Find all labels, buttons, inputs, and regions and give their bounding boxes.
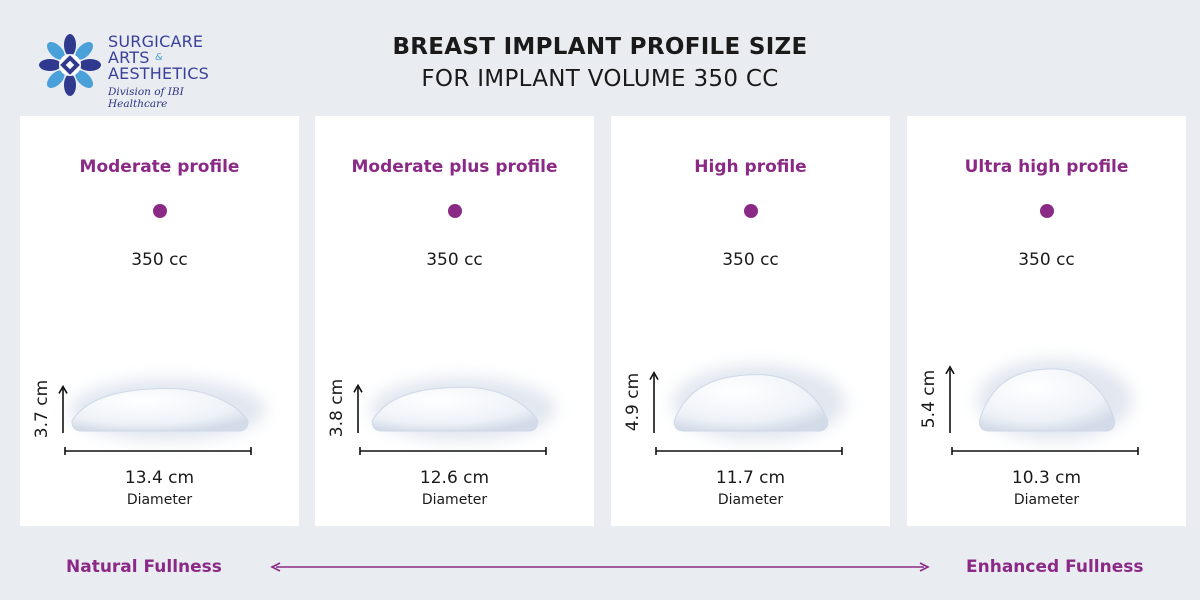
implant-shape	[371, 386, 539, 432]
diameter-value: 11.7 cm	[715, 468, 786, 488]
brand-line-3: AESTHETICS	[108, 64, 209, 83]
bullet-dot-icon	[744, 204, 758, 218]
height-value: 5.4 cm	[919, 369, 939, 429]
profile-name: Ultra high profile	[964, 157, 1129, 177]
implant-diagram	[945, 358, 1139, 455]
fullness-scale-arrow	[270, 562, 930, 572]
diameter-label: Diameter	[717, 492, 784, 508]
diameter-value: 10.3 cm	[1011, 468, 1082, 488]
brand-ampersand: &	[154, 52, 163, 63]
title-line-2: FOR IMPLANT VOLUME 350 CC	[421, 66, 779, 92]
page-title: BREAST IMPLANT PROFILE SIZE FOR IMPLANT …	[300, 32, 900, 96]
implant-diagram	[353, 377, 556, 455]
implant-volume: 350 cc	[1018, 250, 1075, 270]
implant-shape	[71, 387, 249, 432]
natural-fullness-label: Natural Fullness	[66, 557, 222, 577]
implant-volume: 350 cc	[722, 250, 779, 270]
bullet-dot-icon	[153, 204, 167, 218]
profile-panel: High profile 350 cc 4.9 cm 11.7 cm Diameter	[611, 116, 890, 526]
title-line-1: BREAST IMPLANT PROFILE SIZE	[392, 34, 808, 60]
profile-name: High profile	[694, 157, 807, 177]
height-value: 3.8 cm	[327, 378, 347, 438]
diameter-label: Diameter	[126, 492, 193, 508]
profile-name: Moderate profile	[79, 157, 240, 177]
diameter-value: 13.4 cm	[124, 468, 195, 488]
profile-name: Moderate plus profile	[351, 157, 558, 177]
profile-panel: Ultra high profile 350 cc 5.4 cm 10.3 cm Dia…	[907, 116, 1186, 526]
bullet-dot-icon	[448, 204, 462, 218]
implant-diagram	[58, 378, 267, 455]
brand-logo: SURGICARE ARTS & AESTHETICS Division of …	[38, 32, 238, 110]
height-arrow-head	[945, 365, 955, 375]
brand-name: SURGICARE ARTS & AESTHETICS Division of …	[108, 32, 238, 111]
profile-panel: Moderate profile 350 cc 3.7 cm 13.4 cm Diame…	[20, 116, 299, 526]
implant-shape	[978, 368, 1116, 432]
height-value: 4.9 cm	[623, 372, 643, 431]
height-value: 3.7 cm	[32, 379, 52, 438]
height-arrow-head	[649, 371, 659, 381]
brand-division: Division of IBI Healthcare	[108, 86, 184, 110]
diameter-label: Diameter	[421, 492, 488, 508]
implant-diagram	[649, 364, 846, 455]
mandala-logo-icon	[39, 34, 101, 96]
height-arrow-head	[58, 384, 68, 394]
diameter-label: Diameter	[1013, 492, 1080, 508]
enhanced-fullness-label: Enhanced Fullness	[966, 557, 1144, 577]
bullet-dot-icon	[1040, 204, 1054, 218]
brand-line-2: ARTS &	[108, 48, 163, 67]
profile-panel: Moderate plus profile 350 cc 3.8 cm 12.6 cm…	[315, 116, 594, 526]
diameter-value: 12.6 cm	[419, 468, 490, 488]
brand-line-1: SURGICARE	[108, 32, 204, 51]
implant-shape	[673, 374, 829, 432]
implant-volume: 350 cc	[426, 250, 483, 270]
implant-volume: 350 cc	[131, 250, 188, 270]
height-arrow-head	[353, 383, 363, 393]
